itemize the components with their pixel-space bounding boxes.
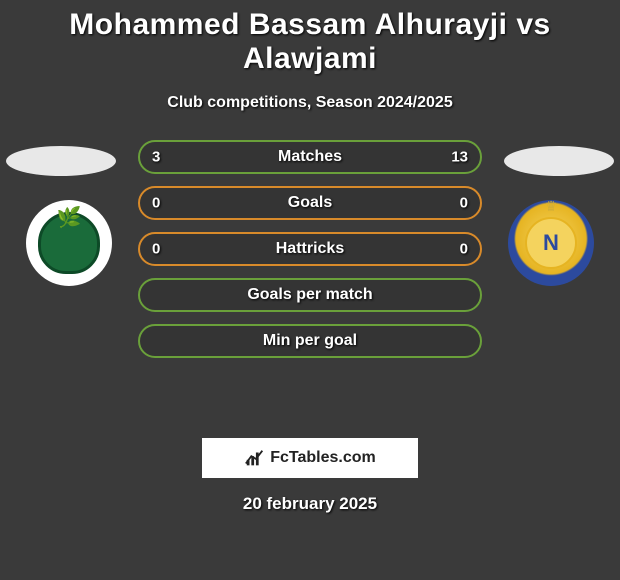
stat-row-goals: 0 Goals 0 (138, 186, 482, 220)
stat-left-value: 0 (152, 195, 160, 212)
stat-label: Goals per match (140, 286, 480, 304)
attribution-text: FcTables.com (270, 449, 376, 467)
stat-label: Min per goal (140, 332, 480, 350)
club-crest-left: 🌿 (38, 212, 100, 274)
stat-row-min-per-goal: Min per goal (138, 324, 482, 358)
stat-right-value: 13 (451, 149, 468, 166)
attribution-badge: FcTables.com (202, 438, 418, 478)
player-photo-left (6, 146, 116, 176)
stat-row-goals-per-match: Goals per match (138, 278, 482, 312)
stat-left-value: 0 (152, 241, 160, 258)
stat-right-value: 0 (460, 195, 468, 212)
crown-icon: ♛ (545, 198, 558, 215)
club-badge-left: 🌿 (26, 200, 112, 286)
stat-row-matches: 3 Matches 13 (138, 140, 482, 174)
stat-right-value: 0 (460, 241, 468, 258)
club-crest-right: N (525, 217, 577, 269)
stat-label: Matches (140, 148, 480, 166)
stat-left-value: 3 (152, 149, 160, 166)
comparison-panel: 🌿 ♛ N 3 Matches 13 0 Goals 0 0 Hattricks… (0, 140, 620, 430)
page-title: Mohammed Bassam Alhurayji vs Alawjami (0, 0, 620, 76)
chart-icon (244, 447, 266, 469)
stat-row-hattricks: 0 Hattricks 0 (138, 232, 482, 266)
subtitle: Club competitions, Season 2024/2025 (0, 94, 620, 112)
stats-list: 3 Matches 13 0 Goals 0 0 Hattricks 0 Goa… (138, 140, 482, 370)
palm-icon: 🌿 (57, 205, 82, 230)
date-text: 20 february 2025 (0, 494, 620, 514)
stat-label: Goals (140, 194, 480, 212)
player-photo-right (504, 146, 614, 176)
stat-label: Hattricks (140, 240, 480, 258)
club-badge-right: ♛ N (508, 200, 594, 286)
